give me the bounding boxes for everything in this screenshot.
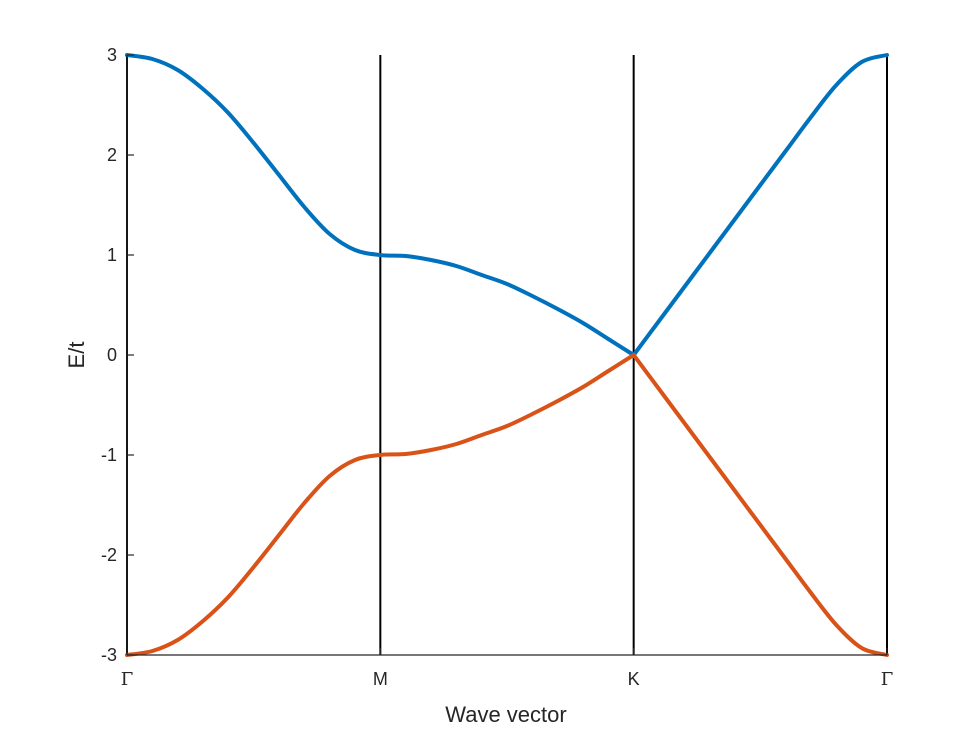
y-tick-label-4: -1 xyxy=(101,445,117,465)
y-tick-label-5: -2 xyxy=(101,545,117,565)
bands xyxy=(125,53,889,657)
y-tick-label-0: 3 xyxy=(107,45,117,65)
y-tick-label-3: 0 xyxy=(107,345,117,365)
x-axis-label: Wave vector xyxy=(445,702,566,727)
y-tick-label-6: -3 xyxy=(101,645,117,665)
band-line-1 xyxy=(125,353,889,657)
y-tick-label-2: 1 xyxy=(107,245,117,265)
y-axis-label: E/t xyxy=(64,342,89,369)
band-line-0 xyxy=(125,53,889,357)
x-tick-label-2: K xyxy=(628,669,640,689)
y-tick-label-1: 2 xyxy=(107,145,117,165)
x-tick-label-1: M xyxy=(373,669,388,689)
x-tick-label-0: Γ xyxy=(121,669,134,690)
x-tick-label-3: Γ xyxy=(881,669,894,690)
